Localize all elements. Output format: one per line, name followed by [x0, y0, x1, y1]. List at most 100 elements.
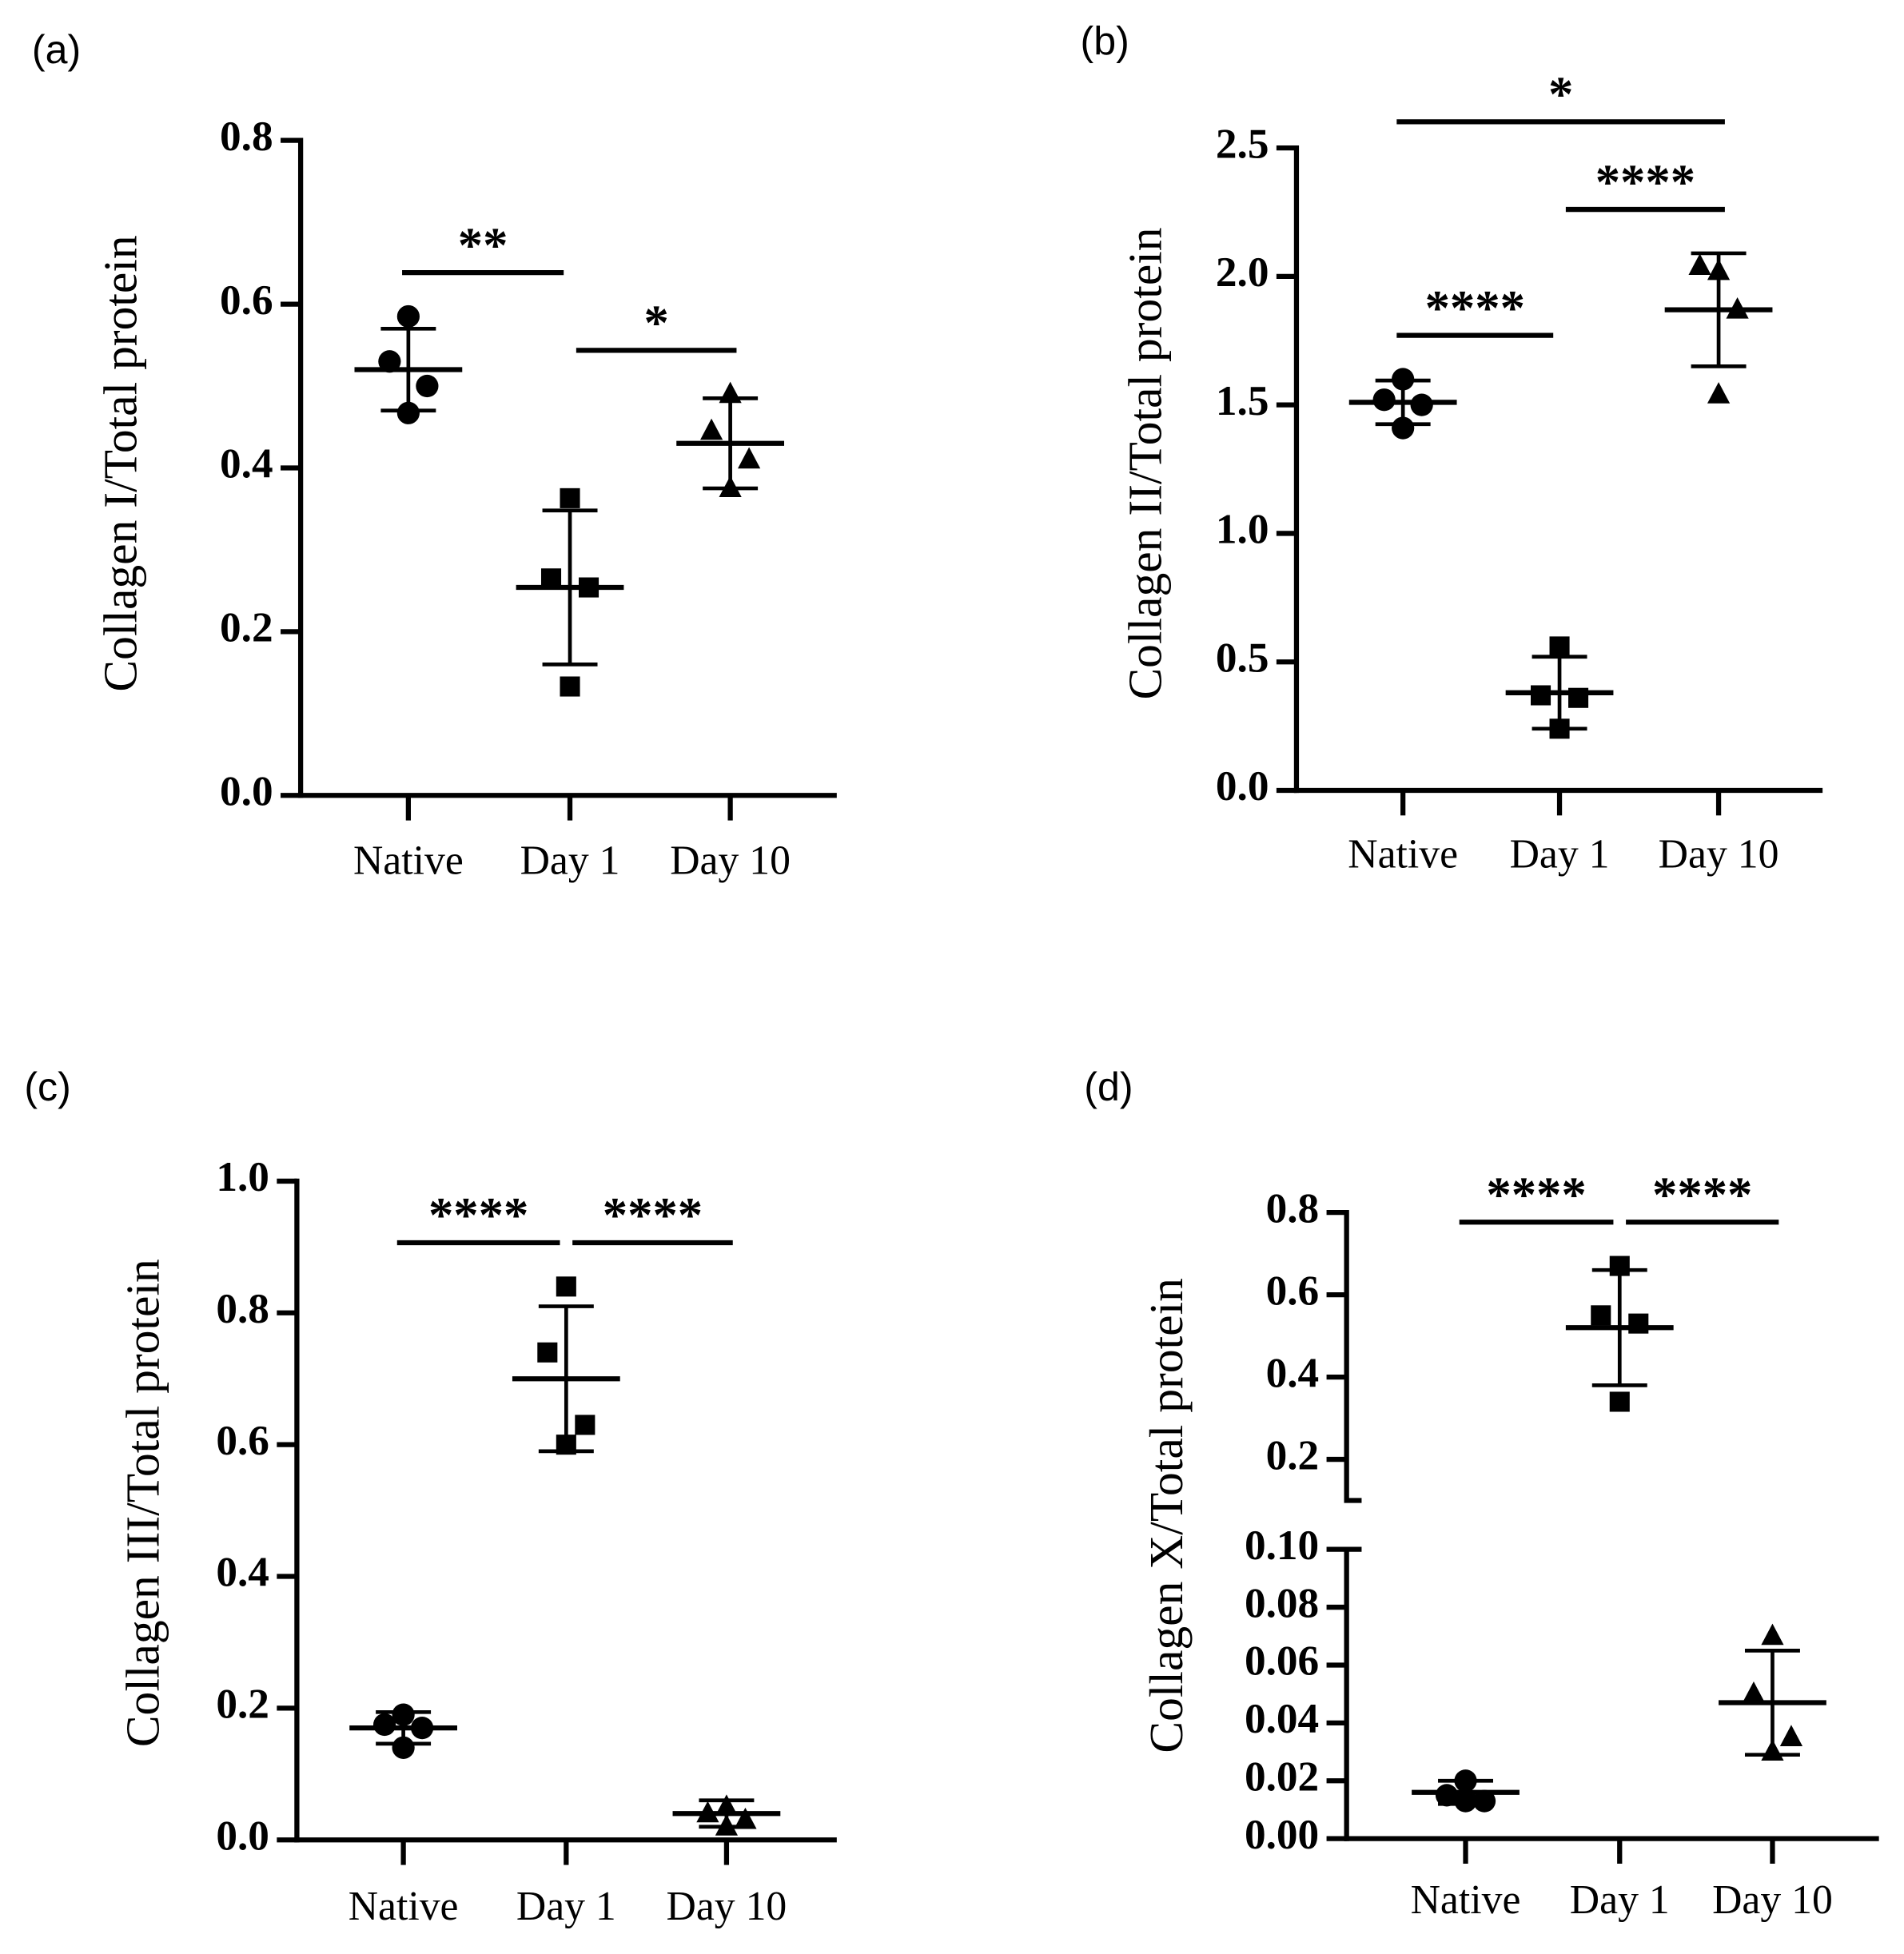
data-point [734, 1807, 757, 1829]
x-tick-label: Day 10 [670, 838, 791, 883]
y-tick-label: 0.8 [1266, 1184, 1320, 1232]
data-point [416, 374, 439, 398]
data-point [715, 1794, 739, 1816]
data-point [392, 1736, 415, 1759]
data-point [719, 381, 742, 404]
data-point [1591, 1305, 1611, 1326]
significance-label: **** [1425, 280, 1525, 336]
y-tick-label: 0.4 [216, 1549, 269, 1596]
y-tick-label: 0.8 [220, 113, 273, 160]
data-point [1372, 388, 1396, 412]
data-point [1392, 416, 1415, 440]
data-point [1726, 296, 1749, 319]
y-tick-label: 0.00 [1245, 1811, 1319, 1858]
x-tick-label: Day 10 [1712, 1877, 1833, 1923]
y-axis-label: Collagen III/Total protein [117, 1259, 169, 1747]
y-axis-label: Collagen I/Total protein [94, 235, 146, 691]
y-axis-label: Collagen X/Total protein [1140, 1278, 1193, 1753]
data-point [1410, 393, 1433, 416]
data-point [540, 568, 562, 589]
data-point [1392, 368, 1415, 391]
y-tick-label: 0.4 [1266, 1349, 1320, 1396]
y-tick-label: 0.0 [1216, 762, 1269, 810]
x-tick-label: Native [353, 838, 464, 883]
y-tick-label: 0.2 [220, 604, 273, 651]
panel-label: (d) [1084, 1065, 1133, 1109]
significance-label: * [1548, 66, 1573, 122]
data-point [560, 488, 580, 508]
x-tick-label: Day 1 [1510, 831, 1610, 877]
significance-label: **** [1652, 1166, 1752, 1222]
data-point [556, 1435, 576, 1455]
y-tick-label: 0.10 [1245, 1522, 1319, 1569]
data-point [411, 1717, 434, 1740]
data-point [1742, 1681, 1766, 1703]
data-point [1707, 382, 1731, 404]
y-tick-label: 2.0 [1216, 249, 1269, 296]
data-point [1454, 1789, 1477, 1813]
data-point [738, 447, 761, 469]
y-tick-label: 0.4 [220, 440, 273, 488]
data-point [1707, 258, 1731, 281]
data-point [700, 418, 723, 440]
y-tick-label: 0.2 [216, 1681, 269, 1728]
significance-label: **** [428, 1187, 528, 1243]
data-point [1688, 253, 1711, 275]
panel-label: (c) [24, 1065, 70, 1109]
x-tick-label: Day 1 [1570, 1877, 1670, 1923]
data-point [560, 676, 580, 697]
y-tick-label: 0.8 [216, 1285, 269, 1332]
data-point [1761, 1623, 1784, 1646]
x-tick-label: Native [1411, 1877, 1521, 1923]
y-tick-label: 0.2 [1266, 1431, 1320, 1478]
data-point [1779, 1725, 1803, 1746]
data-point [719, 476, 742, 498]
data-point [396, 304, 420, 328]
significance-label: **** [1486, 1166, 1586, 1222]
data-point [1568, 687, 1589, 708]
x-tick-label: Native [349, 1884, 459, 1929]
significance-label: **** [1595, 153, 1695, 209]
data-point [1761, 1739, 1784, 1761]
data-point [1628, 1313, 1649, 1334]
panel-label: (b) [1081, 18, 1129, 63]
significance-label: * [643, 295, 668, 351]
data-point [715, 1814, 739, 1836]
data-point [1609, 1256, 1630, 1276]
data-point [372, 1713, 396, 1737]
y-tick-label: 0.6 [216, 1417, 269, 1464]
data-point [575, 1415, 595, 1435]
y-tick-label: 0.0 [216, 1812, 269, 1859]
panel-label: (a) [32, 27, 81, 72]
data-point [396, 401, 420, 424]
y-tick-label: 0.02 [1245, 1753, 1319, 1801]
data-point [1472, 1789, 1496, 1813]
data-point [696, 1801, 719, 1823]
data-point [537, 1342, 558, 1363]
y-tick-label: 0.5 [1216, 634, 1269, 681]
y-tick-label: 1.0 [216, 1153, 269, 1200]
y-tick-label: 0.08 [1245, 1579, 1319, 1626]
x-tick-label: Day 1 [516, 1884, 616, 1929]
significance-label: **** [603, 1187, 703, 1243]
data-point [556, 1276, 576, 1297]
data-point [1549, 636, 1570, 657]
data-point [1531, 685, 1551, 706]
data-point [1549, 718, 1570, 739]
y-tick-label: 0.04 [1245, 1695, 1319, 1742]
y-tick-label: 2.5 [1216, 120, 1269, 167]
data-point [392, 1703, 415, 1726]
data-point [1454, 1769, 1477, 1793]
y-tick-label: 0.06 [1245, 1638, 1319, 1685]
y-axis-label: Collagen II/Total protein [1118, 227, 1171, 699]
y-tick-label: 1.0 [1216, 506, 1269, 553]
data-point [1609, 1391, 1630, 1412]
y-tick-label: 1.5 [1216, 377, 1269, 424]
y-tick-label: 0.6 [220, 277, 273, 324]
y-tick-label: 0.0 [220, 768, 273, 815]
x-tick-label: Native [1348, 831, 1458, 877]
y-tick-label: 0.6 [1266, 1267, 1320, 1314]
data-point [378, 350, 401, 373]
